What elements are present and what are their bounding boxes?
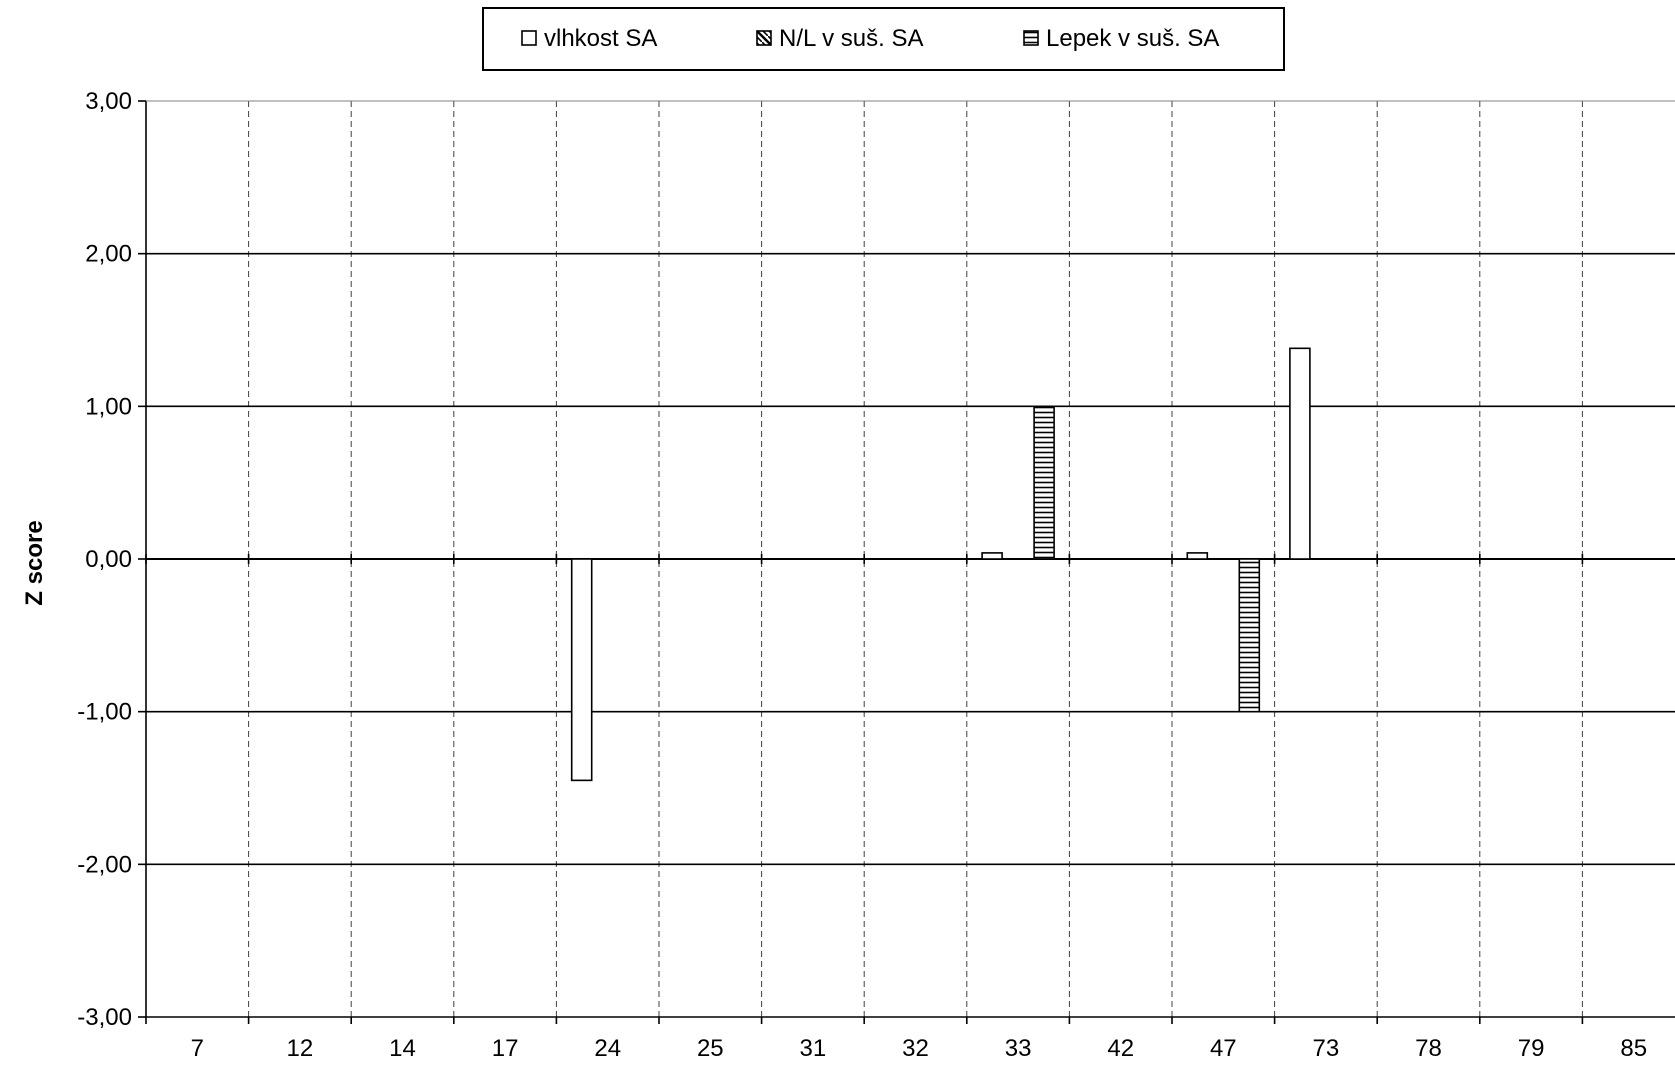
bar-vlhkost-sa xyxy=(1186,552,1209,560)
bar-lepek-v-su-sa xyxy=(1033,405,1055,560)
legend-label: Lepek v suš. SA xyxy=(1046,25,1219,52)
x-tick-label: 32 xyxy=(902,1035,929,1062)
x-tick-label: 42 xyxy=(1107,1035,1134,1062)
y-tick-label: -3,00 xyxy=(77,1004,132,1031)
legend-swatch-stripe xyxy=(756,30,772,46)
x-tick-label: 7 xyxy=(191,1035,204,1062)
x-tick-label: 31 xyxy=(800,1035,827,1062)
x-tick-label: 79 xyxy=(1518,1035,1545,1062)
legend-label: vlhkost SA xyxy=(544,25,657,52)
y-tick-label: 1,00 xyxy=(85,393,132,420)
x-tick-label: 25 xyxy=(697,1035,724,1062)
y-axis-title: Z score xyxy=(21,520,48,605)
x-tick-label: 78 xyxy=(1415,1035,1442,1062)
y-tick-label: -2,00 xyxy=(77,851,132,878)
y-tick-label: 0,00 xyxy=(85,546,132,573)
y-tick-label: 3,00 xyxy=(85,88,132,115)
x-tick-label: 17 xyxy=(492,1035,519,1062)
bar-vlhkost-sa xyxy=(1289,347,1311,560)
y-tick-label: 2,00 xyxy=(85,241,132,268)
bar-lepek-v-su-sa xyxy=(1238,558,1261,713)
x-tick-label: 85 xyxy=(1620,1035,1647,1062)
legend: vlhkost SA N/L v suš. SA Lepek v suš. SA xyxy=(482,7,1285,71)
x-tick-label: 12 xyxy=(287,1035,314,1062)
legend-swatch xyxy=(1023,30,1039,46)
y-tick-label: -1,00 xyxy=(77,699,132,726)
bar-vlhkost-sa xyxy=(570,558,593,782)
x-tick-label: 73 xyxy=(1313,1035,1340,1062)
legend-swatch xyxy=(521,30,537,46)
legend-label: N/L v suš. SA xyxy=(779,25,924,52)
x-tick-label: 24 xyxy=(594,1035,621,1062)
bar-vlhkost-sa xyxy=(981,552,1003,560)
x-tick-label: 33 xyxy=(1005,1035,1032,1062)
x-tick-label: 14 xyxy=(389,1035,416,1062)
legend-box xyxy=(482,7,1285,71)
x-tick-label: 47 xyxy=(1210,1035,1237,1062)
